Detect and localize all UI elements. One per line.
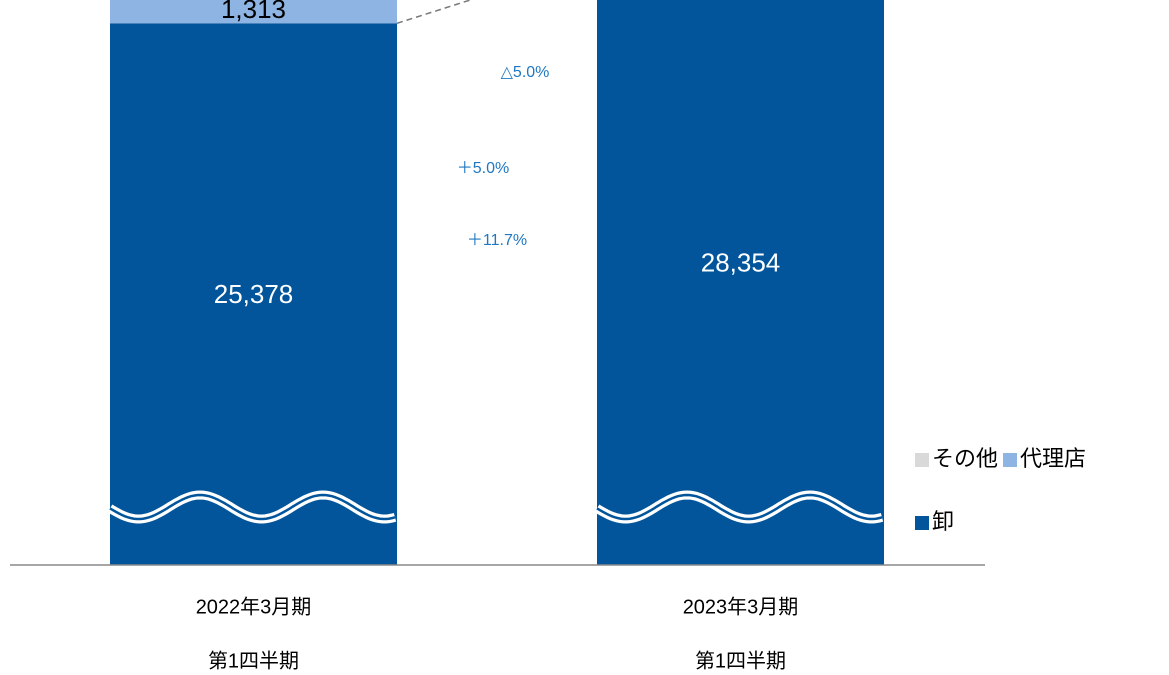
- legend-swatch: [1003, 453, 1017, 467]
- legend-label: 代理店: [1020, 446, 1086, 471]
- x-tick-label: 2023年3月期: [683, 595, 799, 618]
- x-tick-label: 第1四半期: [695, 649, 786, 672]
- x-tick-label: 第1四半期: [208, 649, 299, 672]
- legend-swatch: [915, 453, 929, 467]
- annotation: ＋11.7%: [467, 232, 527, 249]
- legend-label: 卸: [932, 509, 954, 534]
- bar-segment: [110, 0, 397, 24]
- bar-segment: [110, 23, 397, 566]
- legend-swatch: [915, 516, 929, 530]
- connector: [396, 0, 473, 24]
- legend-label: その他: [932, 446, 998, 471]
- data-label: 1,313: [221, 0, 286, 24]
- x-tick-label: 2022年3月期: [196, 595, 312, 618]
- axis-break: [109, 493, 396, 521]
- data-label: 25,378: [214, 279, 294, 309]
- axis-break: [596, 493, 883, 521]
- bar-segment: [597, 0, 884, 565]
- annotation: ＋5.0%: [457, 160, 509, 177]
- annotation: △5.0%: [501, 64, 550, 81]
- data-label: 28,354: [701, 247, 781, 277]
